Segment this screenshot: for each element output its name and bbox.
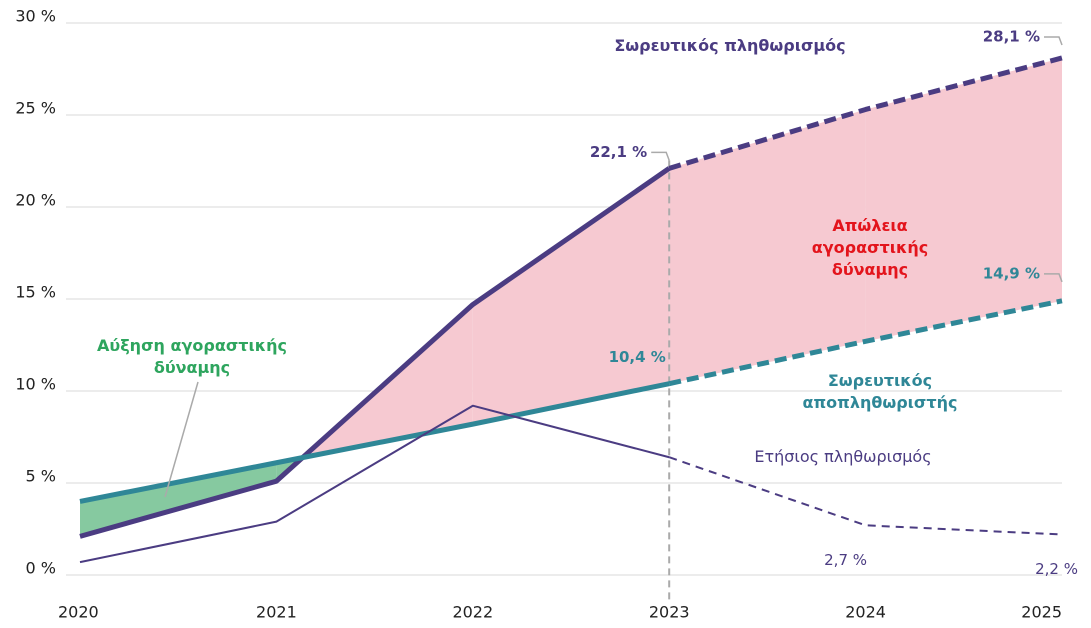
series-line-projection <box>668 55 1063 171</box>
label-leader <box>1044 36 1063 46</box>
series-line <box>79 166 671 539</box>
y-tick-label: 5 % <box>26 467 56 486</box>
series-line <box>79 404 670 564</box>
annotation-leader <box>164 381 199 498</box>
x-tick-label: 2020 <box>58 603 99 622</box>
series-line <box>79 381 670 504</box>
value-label: 10,4 % <box>609 348 666 366</box>
y-tick-label: 10 % <box>15 375 56 394</box>
annotation: Απώλεια αγοραστικής δύναμης <box>811 216 929 279</box>
value-label: 28,1 % <box>983 27 1040 45</box>
y-tick-label: 0 % <box>26 559 56 578</box>
value-label: 22,1 % <box>590 143 647 161</box>
y-tick-label: 20 % <box>15 191 56 210</box>
x-tick-label: 2021 <box>256 603 297 622</box>
annotation: Αύξηση αγοραστικής δύναμης <box>97 336 287 377</box>
x-tick-label: 2025 <box>1021 603 1062 622</box>
y-tick-label: 25 % <box>15 99 56 118</box>
series-label: Σωρευτικός πληθωρισμός <box>614 36 846 55</box>
gain-area <box>80 462 277 537</box>
value-label: 2,7 % <box>824 551 867 569</box>
value-label: 14,9 % <box>983 264 1040 282</box>
loss-area <box>865 57 1062 342</box>
y-tick-label: 15 % <box>15 283 56 302</box>
loss-area <box>669 109 866 384</box>
loss-area <box>472 168 670 425</box>
value-label: 2,2 % <box>1035 560 1078 578</box>
x-tick-label: 2024 <box>845 603 886 622</box>
series-line-projection <box>668 456 1063 536</box>
series-label: Σωρευτικός αποπληθωριστής <box>802 371 958 412</box>
label-leader <box>1044 273 1063 283</box>
x-tick-label: 2022 <box>452 603 493 622</box>
series-label: Ετήσιος πληθωρισμός <box>754 447 932 466</box>
x-tick-label: 2023 <box>649 603 690 622</box>
y-tick-label: 30 % <box>15 7 56 26</box>
series-line-projection <box>668 298 1063 387</box>
label-leader <box>651 151 670 161</box>
